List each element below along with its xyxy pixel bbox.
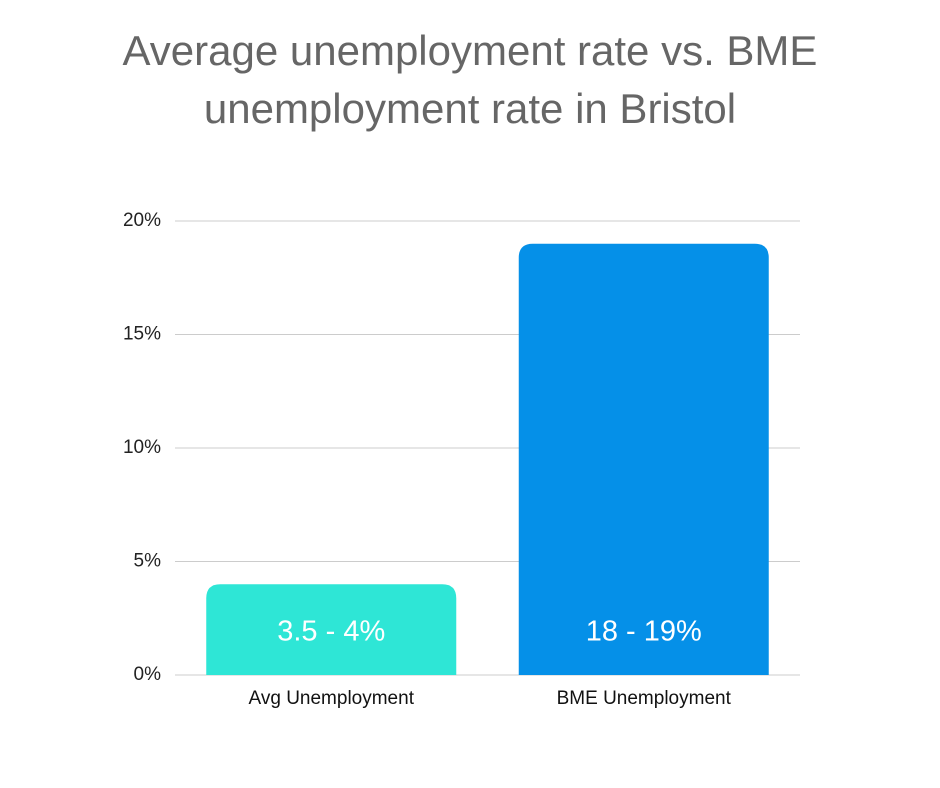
y-tick-label: 15%	[123, 324, 161, 345]
chart-title: Average unemployment rate vs. BME unempl…	[122, 27, 818, 132]
x-tick-label: Avg Unemployment	[249, 688, 415, 709]
y-tick-label: 5%	[134, 551, 162, 572]
y-tick-label: 20%	[123, 210, 161, 231]
value-label: 18 - 19%	[586, 616, 702, 648]
bar	[518, 243, 769, 675]
bar	[206, 584, 457, 675]
y-tick-label: 0%	[134, 664, 162, 685]
y-tick-label: 10%	[123, 437, 161, 458]
x-tick-label: BME Unemployment	[557, 688, 732, 709]
value-label: 3.5 - 4%	[277, 616, 385, 648]
